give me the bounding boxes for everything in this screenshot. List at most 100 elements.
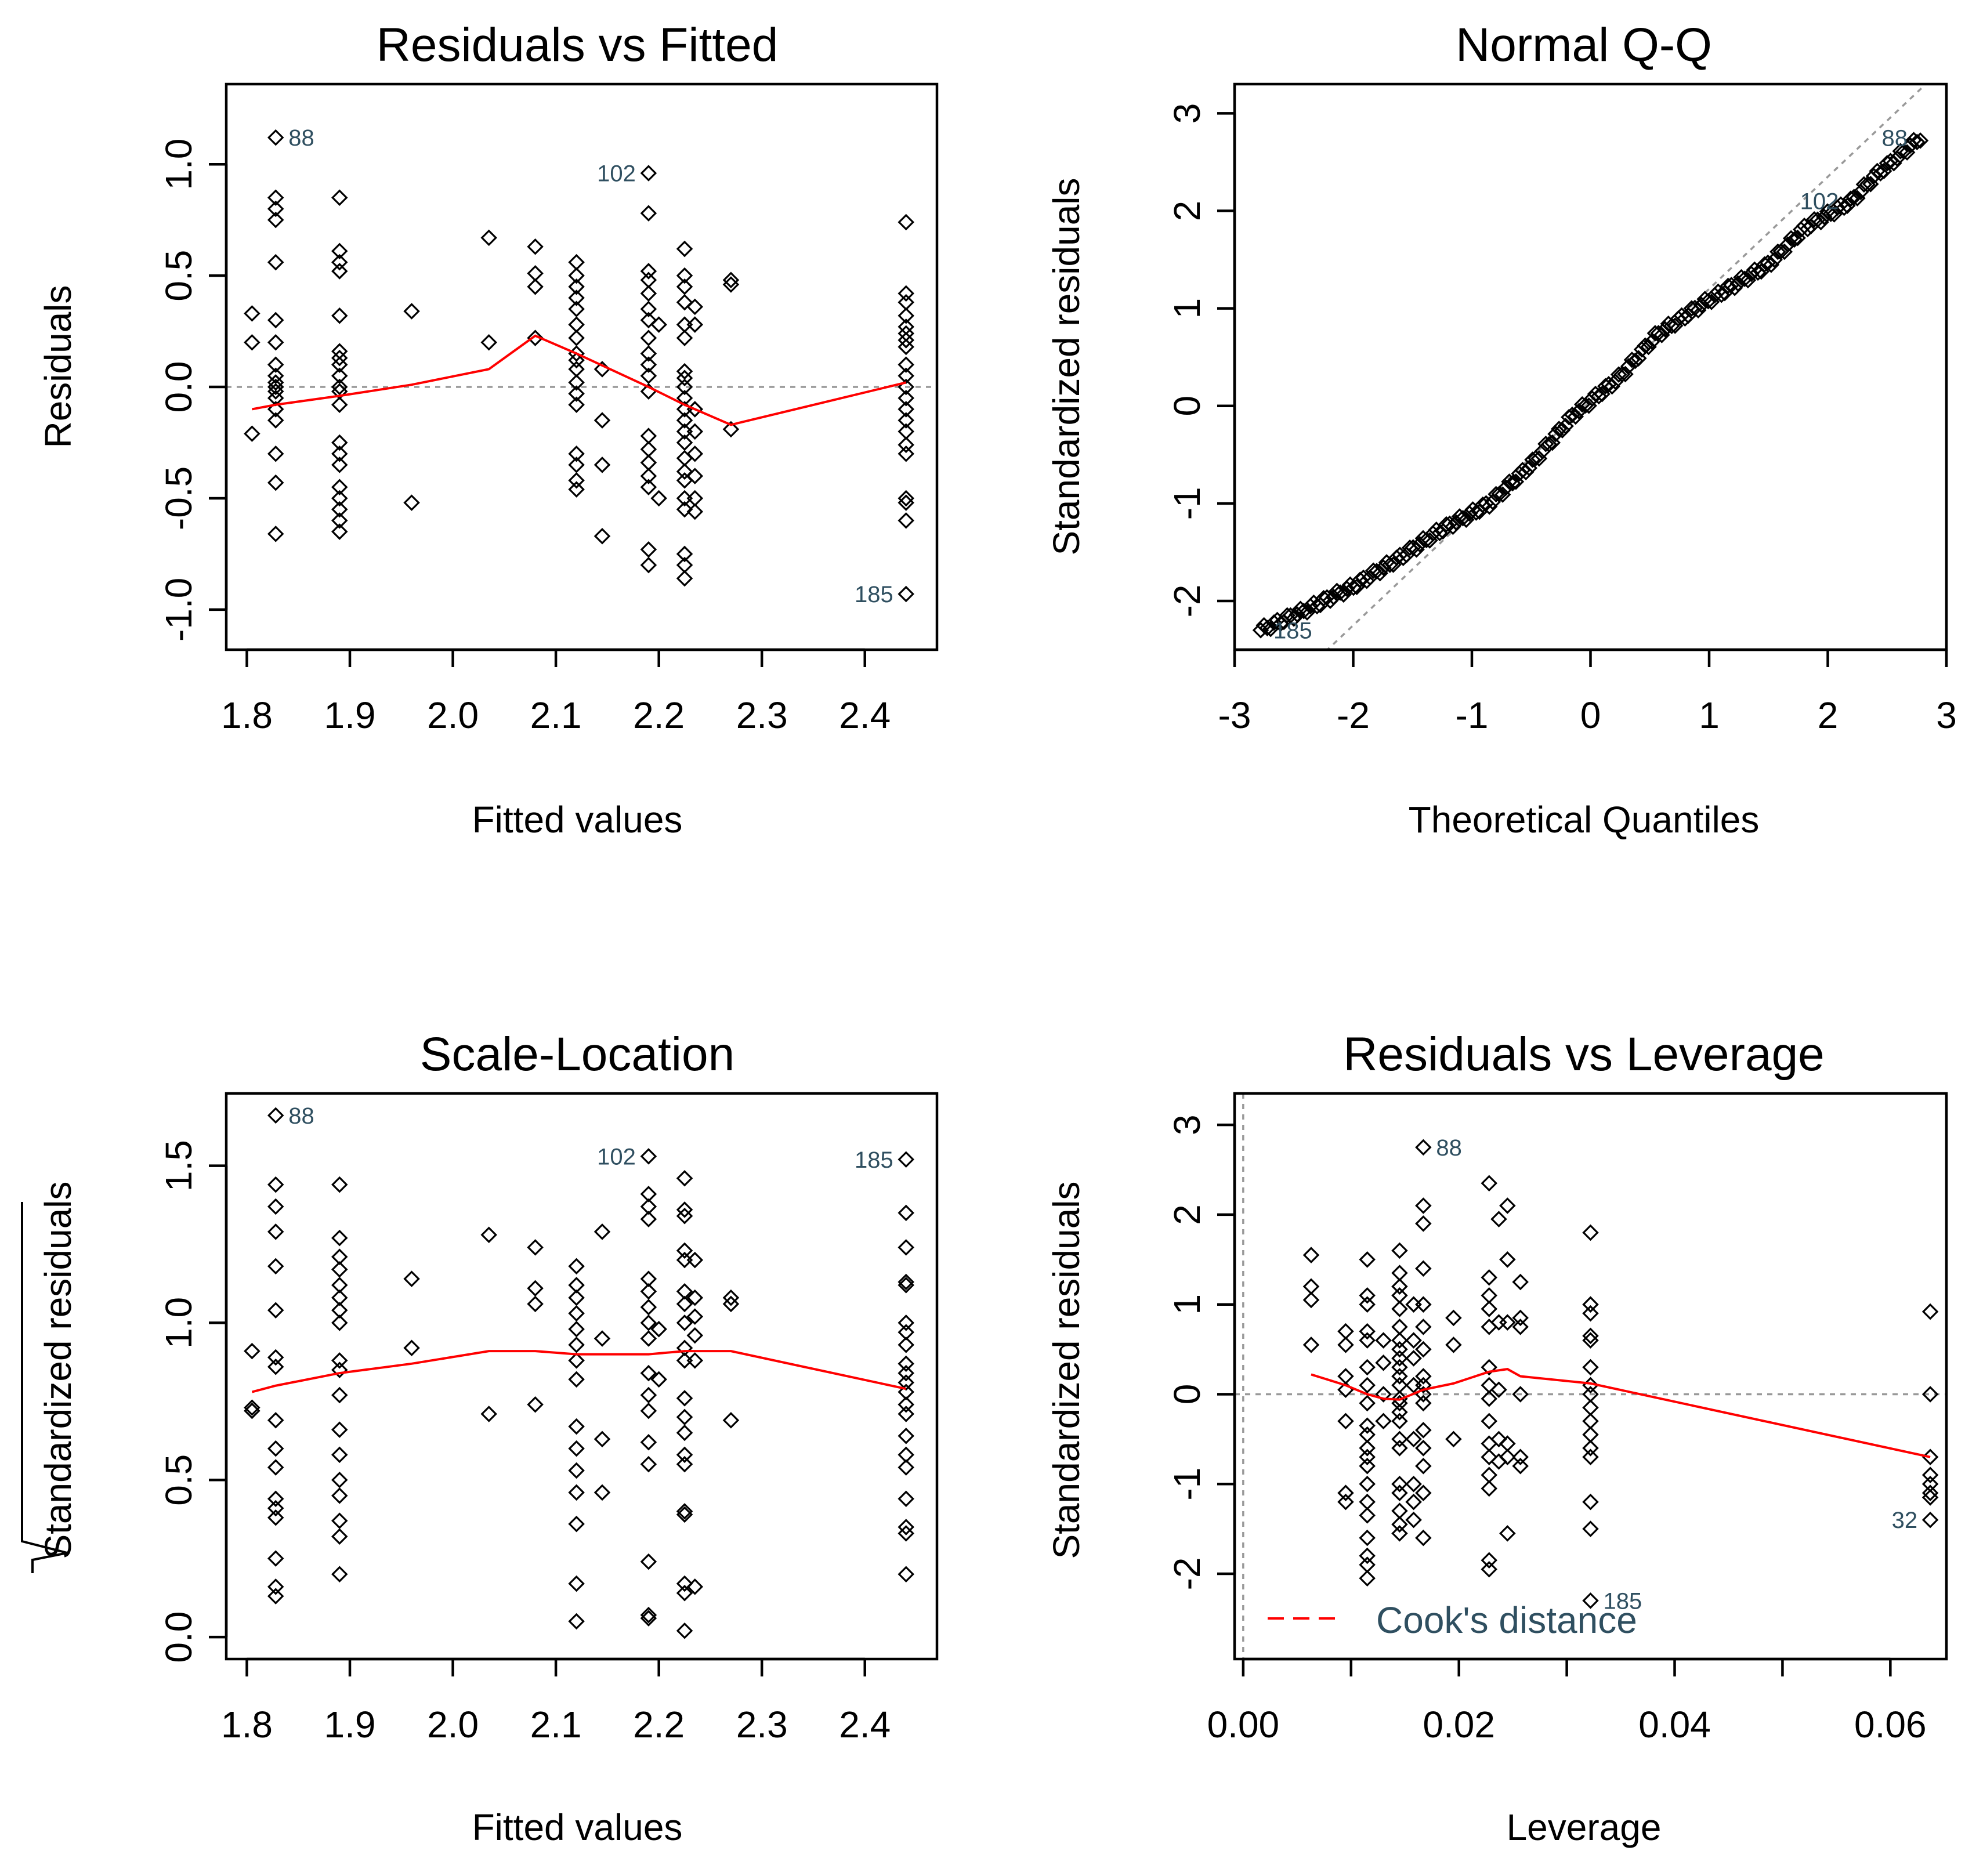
rvf-data-point — [568, 300, 585, 317]
qq-data-point — [1408, 541, 1425, 558]
sl-x-tick-label: 1.9 — [324, 1704, 376, 1745]
rvl-data-point — [1582, 1493, 1599, 1511]
sl-data-point — [640, 1198, 657, 1215]
sl-data-point — [686, 1578, 704, 1595]
sl-point-label: 88 — [288, 1103, 314, 1129]
rvl-data-point — [1481, 1319, 1498, 1335]
rvf-data-point — [331, 434, 348, 451]
qq-data-point — [1537, 436, 1554, 452]
sl-data-point — [676, 1622, 693, 1639]
rvf-data-point — [676, 570, 693, 587]
rvl-data-point — [1481, 1301, 1498, 1317]
rvf-point-label: 102 — [597, 161, 636, 187]
rvf-data-point — [640, 479, 657, 496]
qq-plot-area: -3 -2 -1 0 1 2 3 -2 -1 0 1 2 3 88 102 185 — [1166, 82, 1957, 736]
rvl-data-point — [1512, 1448, 1529, 1466]
rvl-data-point — [1337, 1337, 1354, 1353]
rvf-x-tick-label: 2.4 — [839, 694, 891, 736]
sl-data-point — [686, 1251, 704, 1269]
rvl-data-point — [1359, 1493, 1376, 1511]
rvl-data-point — [1921, 1511, 1939, 1529]
qq-data-point — [1517, 463, 1535, 481]
sl-data-point — [527, 1239, 544, 1256]
sl-data-point — [331, 1421, 348, 1438]
qq-data-point — [1547, 425, 1564, 443]
qq-title: Normal Q-Q — [1456, 19, 1712, 71]
qq-data-point — [1285, 610, 1302, 627]
sl-data-point — [331, 1229, 348, 1247]
rvl-data-point — [1405, 1296, 1422, 1313]
rvf-data-point — [568, 457, 585, 473]
rvf-y-tick-label: -0.5 — [158, 466, 200, 530]
rvl-data-point — [1391, 1359, 1408, 1376]
rvl-data-point — [1481, 1287, 1498, 1304]
rvf-smooth-line — [252, 334, 907, 426]
qq-data-point — [1640, 338, 1657, 356]
qq-x-tick-label: 0 — [1580, 694, 1601, 736]
qq-data-point — [1799, 220, 1816, 238]
rvl-y-tick-label: 2 — [1166, 1204, 1208, 1225]
qq-data-point — [1909, 133, 1926, 151]
rvl-title: Residuals vs Leverage — [1343, 1028, 1825, 1081]
rvf-data-point — [568, 267, 585, 284]
sl-data-point — [267, 1258, 284, 1275]
sl-data-point — [898, 1406, 915, 1422]
rvl-data-point — [1921, 1475, 1939, 1493]
qq-x-tick-label: -1 — [1456, 694, 1489, 736]
qq-data-point — [1759, 254, 1776, 271]
qq-y-tick-label: 2 — [1166, 201, 1208, 222]
rvl-data-point — [1391, 1301, 1408, 1317]
rvf-data-point — [244, 305, 260, 322]
sl-data-point — [898, 1519, 915, 1535]
qq-data-point — [1842, 190, 1859, 207]
rvf-data-point — [568, 445, 585, 462]
rvl-data-point — [1391, 1368, 1408, 1385]
rvf-data-point — [898, 389, 915, 407]
rvf-data-point — [331, 253, 348, 271]
qq-data-point — [1816, 208, 1833, 226]
rvl-data-point — [1359, 1377, 1376, 1394]
rvl-data-point — [1391, 1350, 1408, 1367]
sl-data-point — [527, 1295, 544, 1313]
rvl-data-point — [1391, 1332, 1408, 1349]
qq-data-point — [1604, 378, 1620, 395]
rvf-xlabel: Fitted values — [472, 799, 683, 841]
qq-data-point — [1454, 510, 1471, 527]
rvf-data-point — [898, 494, 915, 511]
rvl-data-point — [1337, 1413, 1354, 1430]
sl-data-point — [267, 1490, 284, 1508]
rvf-data-point — [331, 501, 348, 518]
sl-data-point — [331, 1302, 348, 1319]
rvl-data-point — [1921, 1386, 1939, 1403]
sl-data-point — [898, 1355, 915, 1372]
rvf-y-tick-label: 0.5 — [158, 250, 200, 302]
sl-data-point — [568, 1515, 585, 1533]
rvf-data-point — [640, 205, 657, 222]
sl-data-point — [568, 1277, 585, 1294]
qq-data-point — [1564, 406, 1581, 423]
rvl-data-point — [1359, 1426, 1376, 1443]
rvl-data-point — [1359, 1359, 1376, 1376]
sl-data-point — [568, 1371, 585, 1388]
sl-data-point — [676, 1339, 693, 1357]
rvf-data-point — [331, 378, 348, 396]
rvl-data-point — [1582, 1440, 1599, 1457]
rvf-y-tick-label: 0.0 — [158, 361, 200, 413]
sl-data-point — [640, 1148, 657, 1165]
qq-data-point — [1573, 396, 1591, 413]
sl-x-tick-label: 2.3 — [736, 1704, 788, 1745]
rvf-data-point — [898, 401, 915, 418]
rvl-data-point — [1415, 1139, 1432, 1156]
rvf-data-point — [403, 303, 420, 320]
rvl-data-point — [1405, 1511, 1422, 1529]
sl-data-point — [676, 1506, 693, 1523]
sl-data-point — [267, 1176, 284, 1193]
sl-data-point — [676, 1314, 693, 1331]
sl-y-tick-label: 0.0 — [158, 1611, 200, 1663]
sl-data-point — [640, 1364, 657, 1382]
sl-data-point — [898, 1273, 915, 1291]
rvl-point-label: 88 — [1436, 1135, 1462, 1161]
rvl-data-point — [1391, 1516, 1408, 1533]
rvf-data-point — [640, 468, 657, 484]
qq-data-point — [1713, 286, 1730, 303]
